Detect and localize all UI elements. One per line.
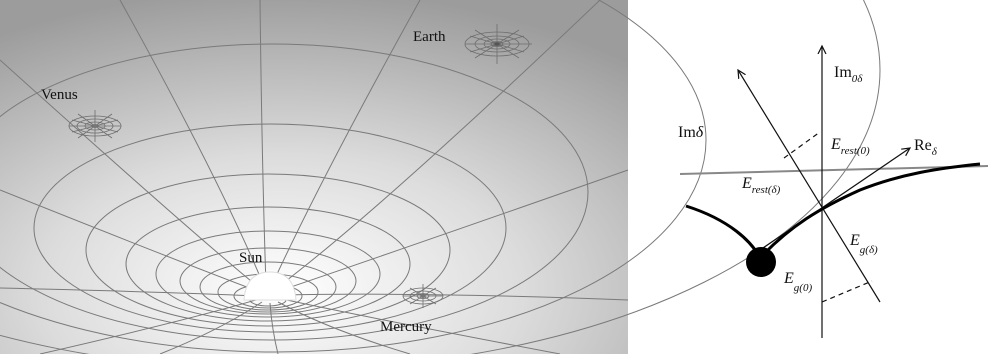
well-ring (33, 123, 507, 333)
imdelta-label: Imδ (678, 124, 704, 141)
horizon-line (679, 165, 988, 175)
potential-curve (685, 162, 981, 261)
im-delta-axis (738, 70, 881, 303)
well-radial (281, 298, 561, 354)
sun-label: Sun (239, 250, 263, 266)
well-radial (271, 0, 421, 286)
well-radial (159, 301, 263, 354)
vector-diagram-panel: Im0δ Imδ Reδ Erest(δ) Erest(0) Eg(δ) Eg(… (678, 46, 988, 338)
mercury-label: Mercury (380, 319, 432, 335)
well-radial (0, 59, 263, 291)
well-radial (0, 189, 261, 293)
dashed-construction (783, 131, 873, 303)
e-g-0-label: Eg(0) (783, 270, 812, 294)
well-radial (283, 293, 629, 301)
mercury-well-icon (402, 284, 444, 308)
im0delta-label: Im0δ (834, 64, 863, 85)
well-radial (277, 301, 411, 354)
well-radial (0, 287, 259, 297)
well-ring (85, 173, 451, 327)
venus-well-icon (68, 110, 122, 142)
e-g-delta-label: Eg(δ) (849, 232, 878, 256)
well-ring (0, 0, 881, 354)
gravity-well-panel: Earth Venus Sun Mercury (0, 0, 881, 354)
well-radial (281, 169, 629, 291)
well-radial (39, 299, 257, 354)
well-ring (179, 247, 357, 315)
earth-label: Earth (413, 29, 446, 45)
venus-label: Venus (41, 87, 78, 103)
e-rest-0-label: Erest(0) (830, 136, 870, 157)
well-radial (119, 0, 265, 287)
earth-well-icon (464, 24, 532, 64)
mass-body-icon (746, 247, 776, 277)
well-ring (0, 0, 707, 353)
e-rest-delta-label: Erest(δ) (741, 175, 781, 196)
gravity-well-background (0, 0, 628, 354)
well-ring (125, 206, 411, 322)
redelta-label: Reδ (914, 137, 938, 158)
well-ring (0, 43, 589, 341)
well-ring (155, 230, 381, 318)
well-radial (259, 0, 267, 286)
sun-icon (243, 271, 297, 301)
well-radial (269, 302, 279, 354)
well-radials (0, 0, 629, 354)
well-ring (199, 261, 337, 313)
well-radial (277, 0, 601, 288)
